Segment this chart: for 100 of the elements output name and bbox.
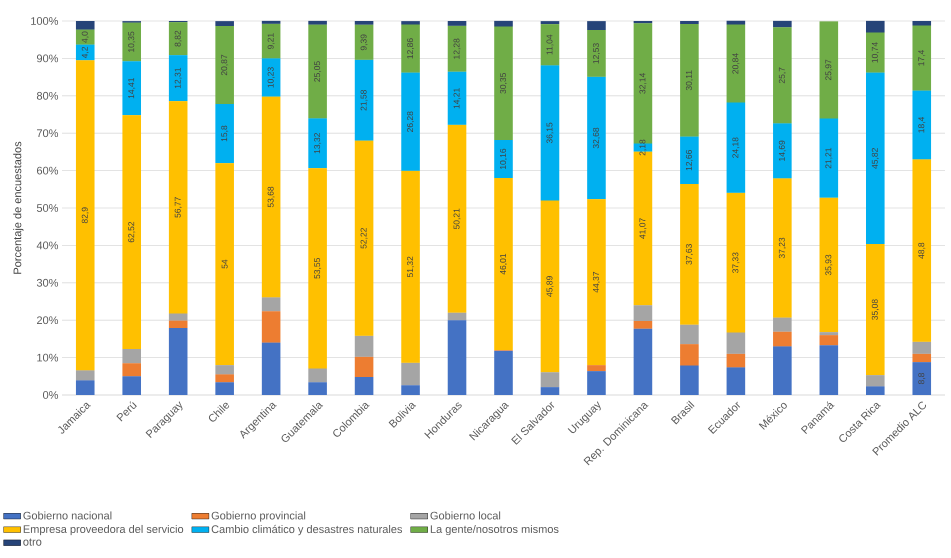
bar [448,72,466,125]
y-tick-label: 20% [37,316,58,324]
data-label: 35,93 [825,254,832,276]
bar [215,374,234,382]
data-label: 13,32 [314,133,322,154]
bar [262,311,280,343]
data-label: 35,08 [872,299,879,320]
bar [401,72,420,171]
data-label: 24,18 [732,137,740,158]
bar [680,365,699,395]
bar [262,24,280,58]
bar [262,58,280,97]
bar [215,21,234,26]
bar [820,345,838,395]
bar [494,178,513,350]
data-label: 14,41 [128,78,136,98]
bar [448,320,466,395]
y-tick-label: 100% [31,17,58,25]
bar [540,200,560,372]
data-label: 20,84 [732,53,740,74]
data-label: 12,53 [592,43,600,64]
bar [76,30,95,45]
bar [308,382,327,395]
bar [401,362,420,386]
bar [308,368,327,382]
data-label: 14,21 [454,88,461,108]
data-label: 11,04 [546,34,554,54]
legend-label: Empresa proveedora del servicio [24,524,184,536]
legend-label: Cambio climático y desastres naturales [212,524,402,536]
bar [401,385,420,395]
bar [587,365,606,372]
bar [634,328,652,395]
y-axis-title: Porcentaje de encuestados [13,142,24,274]
bar [215,104,234,164]
bar [168,313,188,321]
bar [76,21,95,30]
bar [76,380,95,395]
data-label: 54 [222,260,228,268]
bar [587,76,606,200]
bar [866,386,885,395]
bar [262,96,280,298]
data-label: 32,68 [592,128,600,148]
data-label: 45,89 [546,276,554,297]
data-label: 10,35 [128,32,136,52]
y-tick-label: 70% [37,129,58,138]
bar [820,335,838,346]
data-label: 37,33 [732,252,740,274]
bar [820,198,838,332]
bar [354,377,374,395]
data-label: 52,22 [360,228,368,249]
legend-label: Gobierno nacional [23,511,112,520]
data-label: 56,77 [174,197,182,218]
bar [726,24,746,102]
bar [494,350,513,395]
bar [308,118,327,168]
data-label: 62,52 [128,222,136,242]
bar [866,32,885,73]
data-label: 4,2 [82,46,89,58]
bar [215,365,234,374]
bar [122,22,142,62]
data-label: 37,23 [778,238,786,258]
bar [540,372,560,388]
bar [680,184,699,325]
bar [773,27,792,124]
bar [634,305,652,321]
bar [634,320,652,329]
data-label: 82,9 [82,207,89,224]
bar [587,21,606,30]
bar [866,375,885,386]
bar [680,21,699,24]
bar [773,346,792,395]
bar [773,123,792,178]
bar [168,55,188,102]
bar [680,324,699,344]
bar [820,118,838,198]
data-label: 30,11 [686,70,693,90]
data-label: 9,39 [360,34,368,50]
data-label: 2,18 [639,140,646,156]
data-label: 8,82 [174,30,182,47]
bar [122,349,142,364]
data-label: 8,8 [918,373,926,384]
bar [308,20,327,25]
bar [354,356,374,378]
bar [726,102,746,193]
data-label: 12,86 [407,38,414,59]
data-label: 12,28 [454,38,461,59]
bar [401,170,420,363]
bar [540,21,560,24]
bar [540,24,560,66]
bar [76,44,95,60]
bar [215,163,234,366]
bar [726,20,746,25]
y-tick-label: 90% [36,54,58,62]
bar [912,159,932,342]
bar [540,387,560,395]
bar [494,140,513,178]
bar [912,90,932,160]
data-label: 25,7 [778,68,786,84]
bar [262,342,280,395]
data-label: 17,4 [918,50,926,66]
